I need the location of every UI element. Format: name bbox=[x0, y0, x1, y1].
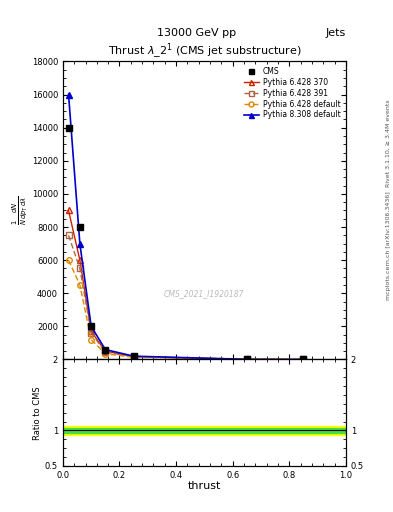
Pythia 6.428 default bbox=[131, 354, 136, 360]
Line: Pythia 6.428 default: Pythia 6.428 default bbox=[66, 258, 306, 362]
Pythia 6.428 default bbox=[77, 282, 82, 288]
Pythia 6.428 391 bbox=[66, 232, 71, 239]
Pythia 6.428 370 bbox=[301, 356, 306, 362]
Pythia 6.428 370 bbox=[66, 207, 71, 214]
Pythia 6.428 default bbox=[89, 336, 94, 343]
Text: mcplots.cern.ch [arXiv:1306.3436]: mcplots.cern.ch [arXiv:1306.3436] bbox=[386, 191, 391, 300]
Line: Pythia 6.428 391: Pythia 6.428 391 bbox=[66, 232, 306, 362]
CMS bbox=[103, 347, 108, 353]
Pythia 6.428 370 bbox=[131, 353, 136, 359]
Pythia 6.428 default bbox=[66, 257, 71, 263]
Pythia 8.308 default bbox=[77, 241, 82, 247]
Pythia 6.428 391 bbox=[77, 265, 82, 271]
Pythia 6.428 370 bbox=[89, 328, 94, 334]
Text: CMS_2021_I1920187: CMS_2021_I1920187 bbox=[164, 289, 244, 298]
Pythia 6.428 default bbox=[301, 356, 306, 362]
Pythia 6.428 391 bbox=[103, 349, 108, 355]
Legend: CMS, Pythia 6.428 370, Pythia 6.428 391, Pythia 6.428 default, Pythia 8.308 defa: CMS, Pythia 6.428 370, Pythia 6.428 391,… bbox=[242, 65, 342, 121]
X-axis label: thrust: thrust bbox=[188, 481, 221, 491]
Y-axis label: Ratio to CMS: Ratio to CMS bbox=[33, 386, 42, 439]
Pythia 6.428 default bbox=[103, 351, 108, 357]
Pythia 8.308 default bbox=[66, 92, 71, 98]
Pythia 6.428 391 bbox=[89, 330, 94, 336]
CMS bbox=[66, 124, 71, 131]
Pythia 8.308 default bbox=[131, 353, 136, 359]
Y-axis label: $\frac{1}{N}\frac{dN}{dp_T\,d\lambda}$: $\frac{1}{N}\frac{dN}{dp_T\,d\lambda}$ bbox=[11, 196, 30, 225]
Text: Rivet 3.1.10, ≥ 3.4M events: Rivet 3.1.10, ≥ 3.4M events bbox=[386, 99, 391, 187]
Pythia 6.428 391 bbox=[131, 354, 136, 360]
Line: CMS: CMS bbox=[66, 125, 306, 362]
Pythia 6.428 370 bbox=[103, 348, 108, 354]
Pythia 6.428 370 bbox=[244, 356, 249, 362]
CMS bbox=[131, 353, 136, 359]
CMS bbox=[244, 356, 249, 362]
CMS bbox=[301, 356, 306, 362]
Line: Pythia 6.428 370: Pythia 6.428 370 bbox=[66, 208, 306, 362]
CMS bbox=[77, 224, 82, 230]
Pythia 8.308 default bbox=[89, 323, 94, 329]
Pythia 6.428 370 bbox=[77, 257, 82, 263]
Pythia 6.428 391 bbox=[301, 356, 306, 362]
Line: Pythia 8.308 default: Pythia 8.308 default bbox=[66, 92, 306, 362]
Pythia 6.428 default bbox=[244, 356, 249, 362]
Pythia 8.308 default bbox=[103, 347, 108, 353]
Title: Thrust $\lambda\_2^1$ (CMS jet substructure): Thrust $\lambda\_2^1$ (CMS jet substruct… bbox=[108, 42, 301, 61]
Pythia 8.308 default bbox=[301, 356, 306, 362]
CMS bbox=[89, 323, 94, 329]
Text: Jets: Jets bbox=[325, 28, 346, 38]
Pythia 6.428 391 bbox=[244, 356, 249, 362]
Pythia 8.308 default bbox=[244, 356, 249, 362]
Text: 13000 GeV pp: 13000 GeV pp bbox=[157, 28, 236, 38]
